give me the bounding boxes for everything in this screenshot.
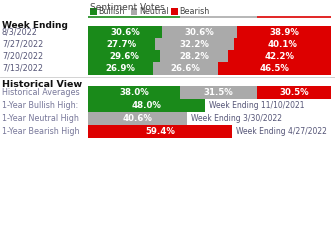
Bar	[88, 112, 187, 125]
Text: 29.6%: 29.6%	[109, 51, 139, 60]
Text: Week Ending 11/10/2021: Week Ending 11/10/2021	[209, 101, 304, 109]
Text: 8/3/2022: 8/3/2022	[2, 27, 38, 37]
Bar	[257, 86, 331, 98]
Bar	[88, 61, 153, 75]
Text: 1-Year Bullish High:: 1-Year Bullish High:	[2, 101, 78, 109]
Bar	[160, 49, 228, 63]
Bar	[131, 8, 137, 15]
Text: Week Ending 4/27/2022: Week Ending 4/27/2022	[236, 126, 327, 136]
Text: 7/27/2022: 7/27/2022	[2, 39, 43, 49]
Bar	[88, 38, 155, 50]
Text: 38.0%: 38.0%	[119, 87, 149, 97]
Text: 28.2%: 28.2%	[179, 51, 209, 60]
Bar	[88, 98, 205, 112]
Text: 7/13/2022: 7/13/2022	[2, 64, 43, 72]
Bar	[171, 8, 178, 15]
Bar	[88, 86, 180, 98]
Text: Bearish: Bearish	[180, 6, 210, 16]
Text: 30.6%: 30.6%	[185, 27, 214, 37]
Text: 26.6%: 26.6%	[171, 64, 201, 72]
Text: 1-Year Neutral High: 1-Year Neutral High	[2, 114, 79, 123]
Text: 40.1%: 40.1%	[267, 39, 297, 49]
Text: Week Ending: Week Ending	[2, 21, 68, 30]
Bar	[88, 26, 162, 38]
Text: Week Ending 3/30/2022: Week Ending 3/30/2022	[191, 114, 282, 123]
Bar	[88, 125, 232, 137]
Text: 31.5%: 31.5%	[204, 87, 233, 97]
Bar	[88, 49, 160, 63]
Bar	[228, 49, 331, 63]
Text: 30.6%: 30.6%	[110, 27, 140, 37]
Text: 46.5%: 46.5%	[260, 64, 289, 72]
Bar	[180, 86, 257, 98]
Text: 1-Year Bearish High: 1-Year Bearish High	[2, 126, 79, 136]
Bar	[218, 61, 331, 75]
Text: 30.5%: 30.5%	[279, 87, 309, 97]
Text: Historical View: Historical View	[2, 80, 82, 89]
Bar	[155, 38, 233, 50]
Text: 38.9%: 38.9%	[269, 27, 299, 37]
Text: 48.0%: 48.0%	[131, 101, 161, 109]
Text: Bullish: Bullish	[98, 6, 125, 16]
Text: 27.7%: 27.7%	[107, 39, 137, 49]
Text: 42.2%: 42.2%	[265, 51, 295, 60]
Bar	[237, 26, 331, 38]
Text: 59.4%: 59.4%	[145, 126, 175, 136]
Bar	[153, 61, 218, 75]
Text: Historical Averages: Historical Averages	[2, 87, 80, 97]
Text: 7/20/2022: 7/20/2022	[2, 51, 43, 60]
Text: Sentiment Votes: Sentiment Votes	[90, 3, 165, 12]
Bar	[162, 26, 237, 38]
Text: 32.2%: 32.2%	[180, 39, 209, 49]
Text: 40.6%: 40.6%	[122, 114, 152, 123]
Text: 26.9%: 26.9%	[106, 64, 136, 72]
Bar	[90, 8, 96, 15]
Text: Neutral: Neutral	[139, 6, 169, 16]
Bar	[233, 38, 331, 50]
